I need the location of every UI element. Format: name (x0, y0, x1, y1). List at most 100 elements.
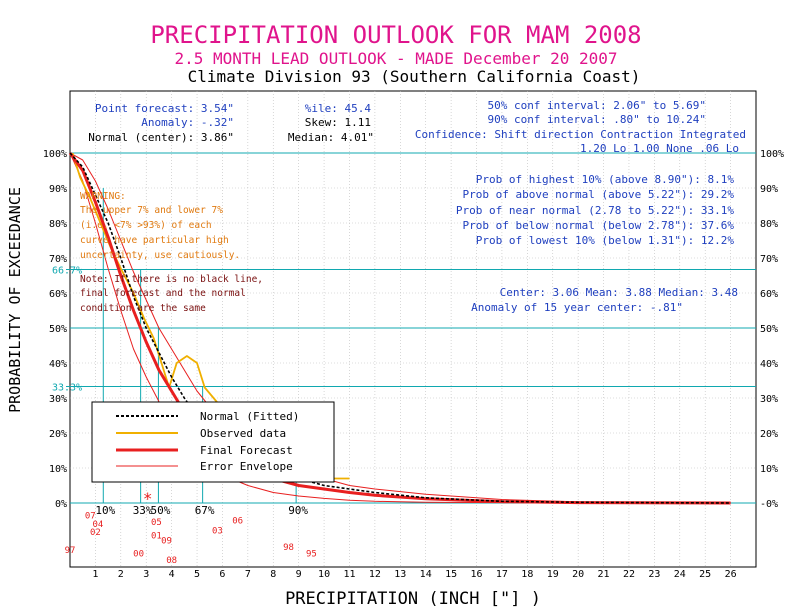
legend-normal: Normal (Fitted) (200, 410, 299, 423)
year-marker-8: 98 (283, 543, 294, 553)
y-tick-right-100: 100% (760, 149, 784, 160)
pct-label-2: 50% (150, 504, 170, 517)
y-tick-right-30: 30% (760, 394, 778, 405)
x-tick-12: 12 (369, 569, 381, 580)
year-marker-9: 95 (306, 550, 317, 560)
normal-center: Normal (center): 3.86" (88, 131, 234, 144)
year-marker-4: 01 (151, 531, 162, 541)
anomaly: Anomaly: -.32" (141, 116, 234, 129)
y-tick-right-50: 50% (760, 324, 778, 335)
y-tick-right-0: -0% (760, 499, 778, 510)
legend-envelope: Error Envelope (200, 460, 293, 473)
center-line1: Center: 3.06 Mean: 3.88 Median: 3.48 (500, 286, 738, 299)
y-tick-left-70: 70% (49, 254, 67, 265)
sub-title: 2.5 MONTH LEAD OUTLOOK - MADE December 2… (174, 49, 617, 68)
legend: Normal (Fitted) Observed data Final Fore… (91, 401, 335, 483)
x-tick-1: 1 (92, 569, 98, 580)
year-marker-13: * (143, 489, 153, 508)
y-tick-right-60: 60% (760, 289, 778, 300)
year-marker-3: 05 (151, 518, 162, 528)
x-tick-4: 4 (169, 569, 175, 580)
prob-lowest: Prob of lowest 10% (below 1.31"): 12.2% (476, 234, 735, 247)
y-tick-right-80: 80% (760, 219, 778, 230)
x-tick-5: 5 (194, 569, 200, 580)
pct-label-4: 90% (288, 504, 308, 517)
note-l3: condition are the same (80, 303, 206, 314)
warning-l5: uncertainty, use cautiously. (80, 250, 240, 261)
y-tick-right-70: 70% (760, 254, 778, 265)
division-title: Climate Division 93 (Southern California… (188, 67, 641, 86)
x-tick-24: 24 (674, 569, 686, 580)
y-tick-left-60: 60% (49, 289, 67, 300)
x-tick-23: 23 (648, 569, 660, 580)
y-axis-title: PROBABILITY OF EXCEEDANCE (6, 187, 24, 413)
year-marker-10: 97 (65, 546, 76, 556)
ref-label-1: 66.7% (52, 266, 82, 277)
x-tick-17: 17 (496, 569, 508, 580)
x-tick-2: 2 (118, 569, 124, 580)
warning-l4: curve have particular high (80, 235, 229, 246)
x-tick-22: 22 (623, 569, 635, 580)
x-tick-11: 11 (343, 569, 355, 580)
warning-l3: (i.e. <7% >93%) of each (80, 220, 212, 231)
year-marker-0: 07 (85, 512, 96, 522)
percentile-ile: %ile: 45.4 (305, 102, 372, 115)
x-tick-9: 9 (296, 569, 302, 580)
plot-frame (69, 90, 757, 568)
y-tick-left-40: 40% (49, 359, 67, 370)
x-tick-3: 3 (143, 569, 149, 580)
prob-below: Prob of below normal (below 2.78"): 37.6… (462, 219, 734, 232)
warning-l1: WARNING: (80, 191, 126, 202)
year-marker-5: 09 (161, 536, 172, 546)
skew: Skew: 1.11 (305, 116, 371, 129)
main-title: PRECIPITATION OUTLOOK FOR MAM 2008 (150, 21, 641, 49)
x-tick-14: 14 (420, 569, 432, 580)
pct-label-1: 33% (133, 504, 153, 517)
y-tick-left-50: 50% (49, 324, 67, 335)
pct-label-0: 10% (95, 504, 115, 517)
note-l2: final forecast and the normal (80, 288, 246, 299)
y-tick-right-20: 20% (760, 429, 778, 440)
x-tick-6: 6 (219, 569, 225, 580)
center-line2: Anomaly of 15 year center: -.81" (471, 301, 683, 314)
conf-90: 90% conf interval: .80" to 10.24" (487, 113, 706, 126)
year-marker-12: 08 (166, 556, 177, 566)
year-marker-11: 00 (133, 550, 144, 560)
year-marker-6: 06 (232, 517, 243, 527)
x-tick-19: 19 (547, 569, 559, 580)
y-tick-left-20: 20% (49, 429, 67, 440)
x-tick-20: 20 (572, 569, 584, 580)
legend-final: Final Forecast (200, 444, 293, 457)
y-tick-right-10: 10% (760, 464, 778, 475)
x-tick-10: 10 (318, 569, 330, 580)
confidence-values: 1.20 Lo 1.00 None .06 Lo (580, 142, 739, 155)
y-tick-left-100: 100% (43, 149, 67, 160)
y-tick-left-90: 90% (49, 184, 67, 195)
x-tick-7: 7 (245, 569, 251, 580)
ref-label-0: 33.3% (52, 382, 82, 393)
x-axis-title: PRECIPITATION (INCH ["] ) (285, 589, 541, 609)
point-forecast: Point forecast: 3.54" (95, 102, 234, 115)
pct-label-3: 67% (195, 504, 215, 517)
warning-l2: The upper 7% and lower 7% (80, 205, 223, 216)
y-tick-left-30: 30% (49, 394, 67, 405)
prob-above: Prob of above normal (above 5.22"): 29.2… (462, 188, 734, 201)
y-tick-right-40: 40% (760, 359, 778, 370)
x-tick-21: 21 (598, 569, 610, 580)
y-tick-left-0: 0% (55, 499, 67, 510)
y-tick-left-10: 10% (49, 464, 67, 475)
prob-near: Prob of near normal (2.78 to 5.22"): 33.… (456, 204, 735, 217)
year-marker-1: 04 (93, 520, 104, 530)
year-marker-2: 02 (90, 528, 101, 538)
x-tick-18: 18 (521, 569, 533, 580)
x-tick-25: 25 (699, 569, 711, 580)
legend-observed: Observed data (200, 427, 286, 440)
median: Median: 4.01" (288, 131, 374, 144)
note-l1: Note: If there is no black line, (80, 274, 263, 285)
y-tick-right-90: 90% (760, 184, 778, 195)
confidence-header: Confidence: Shift direction Contraction … (415, 128, 746, 141)
x-tick-15: 15 (445, 569, 457, 580)
conf-50: 50% conf interval: 2.06" to 5.69" (487, 99, 706, 112)
x-tick-13: 13 (394, 569, 406, 580)
